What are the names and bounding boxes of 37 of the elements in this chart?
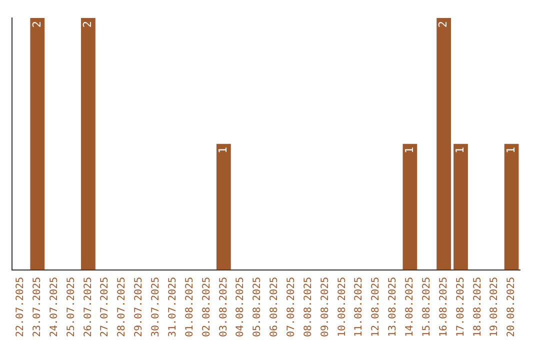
- x-tick-label: 15.08.2025: [421, 276, 432, 338]
- x-tick-label: 23.07.2025: [32, 276, 43, 338]
- x-tick-label: 09.08.2025: [320, 276, 331, 338]
- x-tick-label: 17.08.2025: [455, 276, 466, 338]
- data-label: 2: [30, 21, 44, 28]
- x-tick-label: 07.08.2025: [286, 276, 297, 338]
- x-tick-label: 22.07.2025: [15, 276, 26, 338]
- data-label: 2: [81, 21, 94, 28]
- x-tick-label: 01.08.2025: [184, 276, 196, 338]
- x-tick-label: 24.07.2025: [48, 276, 60, 338]
- x-tick-label: 14.08.2025: [404, 276, 416, 338]
- x-tick-label: 26.07.2025: [82, 276, 94, 338]
- data-label: 1: [454, 146, 467, 154]
- x-tick-label: 29.07.2025: [134, 276, 145, 338]
- data-label: 1: [402, 146, 416, 154]
- x-tick-label: 05.08.2025: [252, 276, 264, 338]
- x-tick-label: 28.07.2025: [116, 276, 128, 338]
- x-tick-label: 12.08.2025: [370, 276, 382, 338]
- x-tick-label: 08.08.2025: [302, 276, 314, 338]
- x-tick-label: 02.08.2025: [201, 276, 212, 338]
- x-tick-label: 31.07.2025: [167, 276, 178, 338]
- x-tick-label: 20.08.2025: [506, 276, 518, 338]
- x-tick-label: 10.08.2025: [336, 276, 348, 338]
- x-tick-label: 06.08.2025: [269, 276, 280, 338]
- data-label: 1: [216, 146, 230, 154]
- data-label: 1: [504, 146, 518, 154]
- x-tick-label: 11.08.2025: [354, 276, 365, 338]
- x-tick-label: 19.08.2025: [489, 276, 500, 338]
- x-tick-label: 25.07.2025: [66, 276, 77, 338]
- x-tick-label: 16.08.2025: [438, 276, 450, 338]
- x-tick-label: 03.08.2025: [218, 276, 230, 338]
- x-tick-label: 13.08.2025: [388, 276, 399, 338]
- x-tick-label: 27.07.2025: [100, 276, 111, 338]
- x-tick-label: 04.08.2025: [235, 276, 246, 338]
- x-tick-label: 30.07.2025: [150, 276, 162, 338]
- x-tick-label: 18.08.2025: [472, 276, 484, 338]
- data-label: 2: [436, 21, 450, 28]
